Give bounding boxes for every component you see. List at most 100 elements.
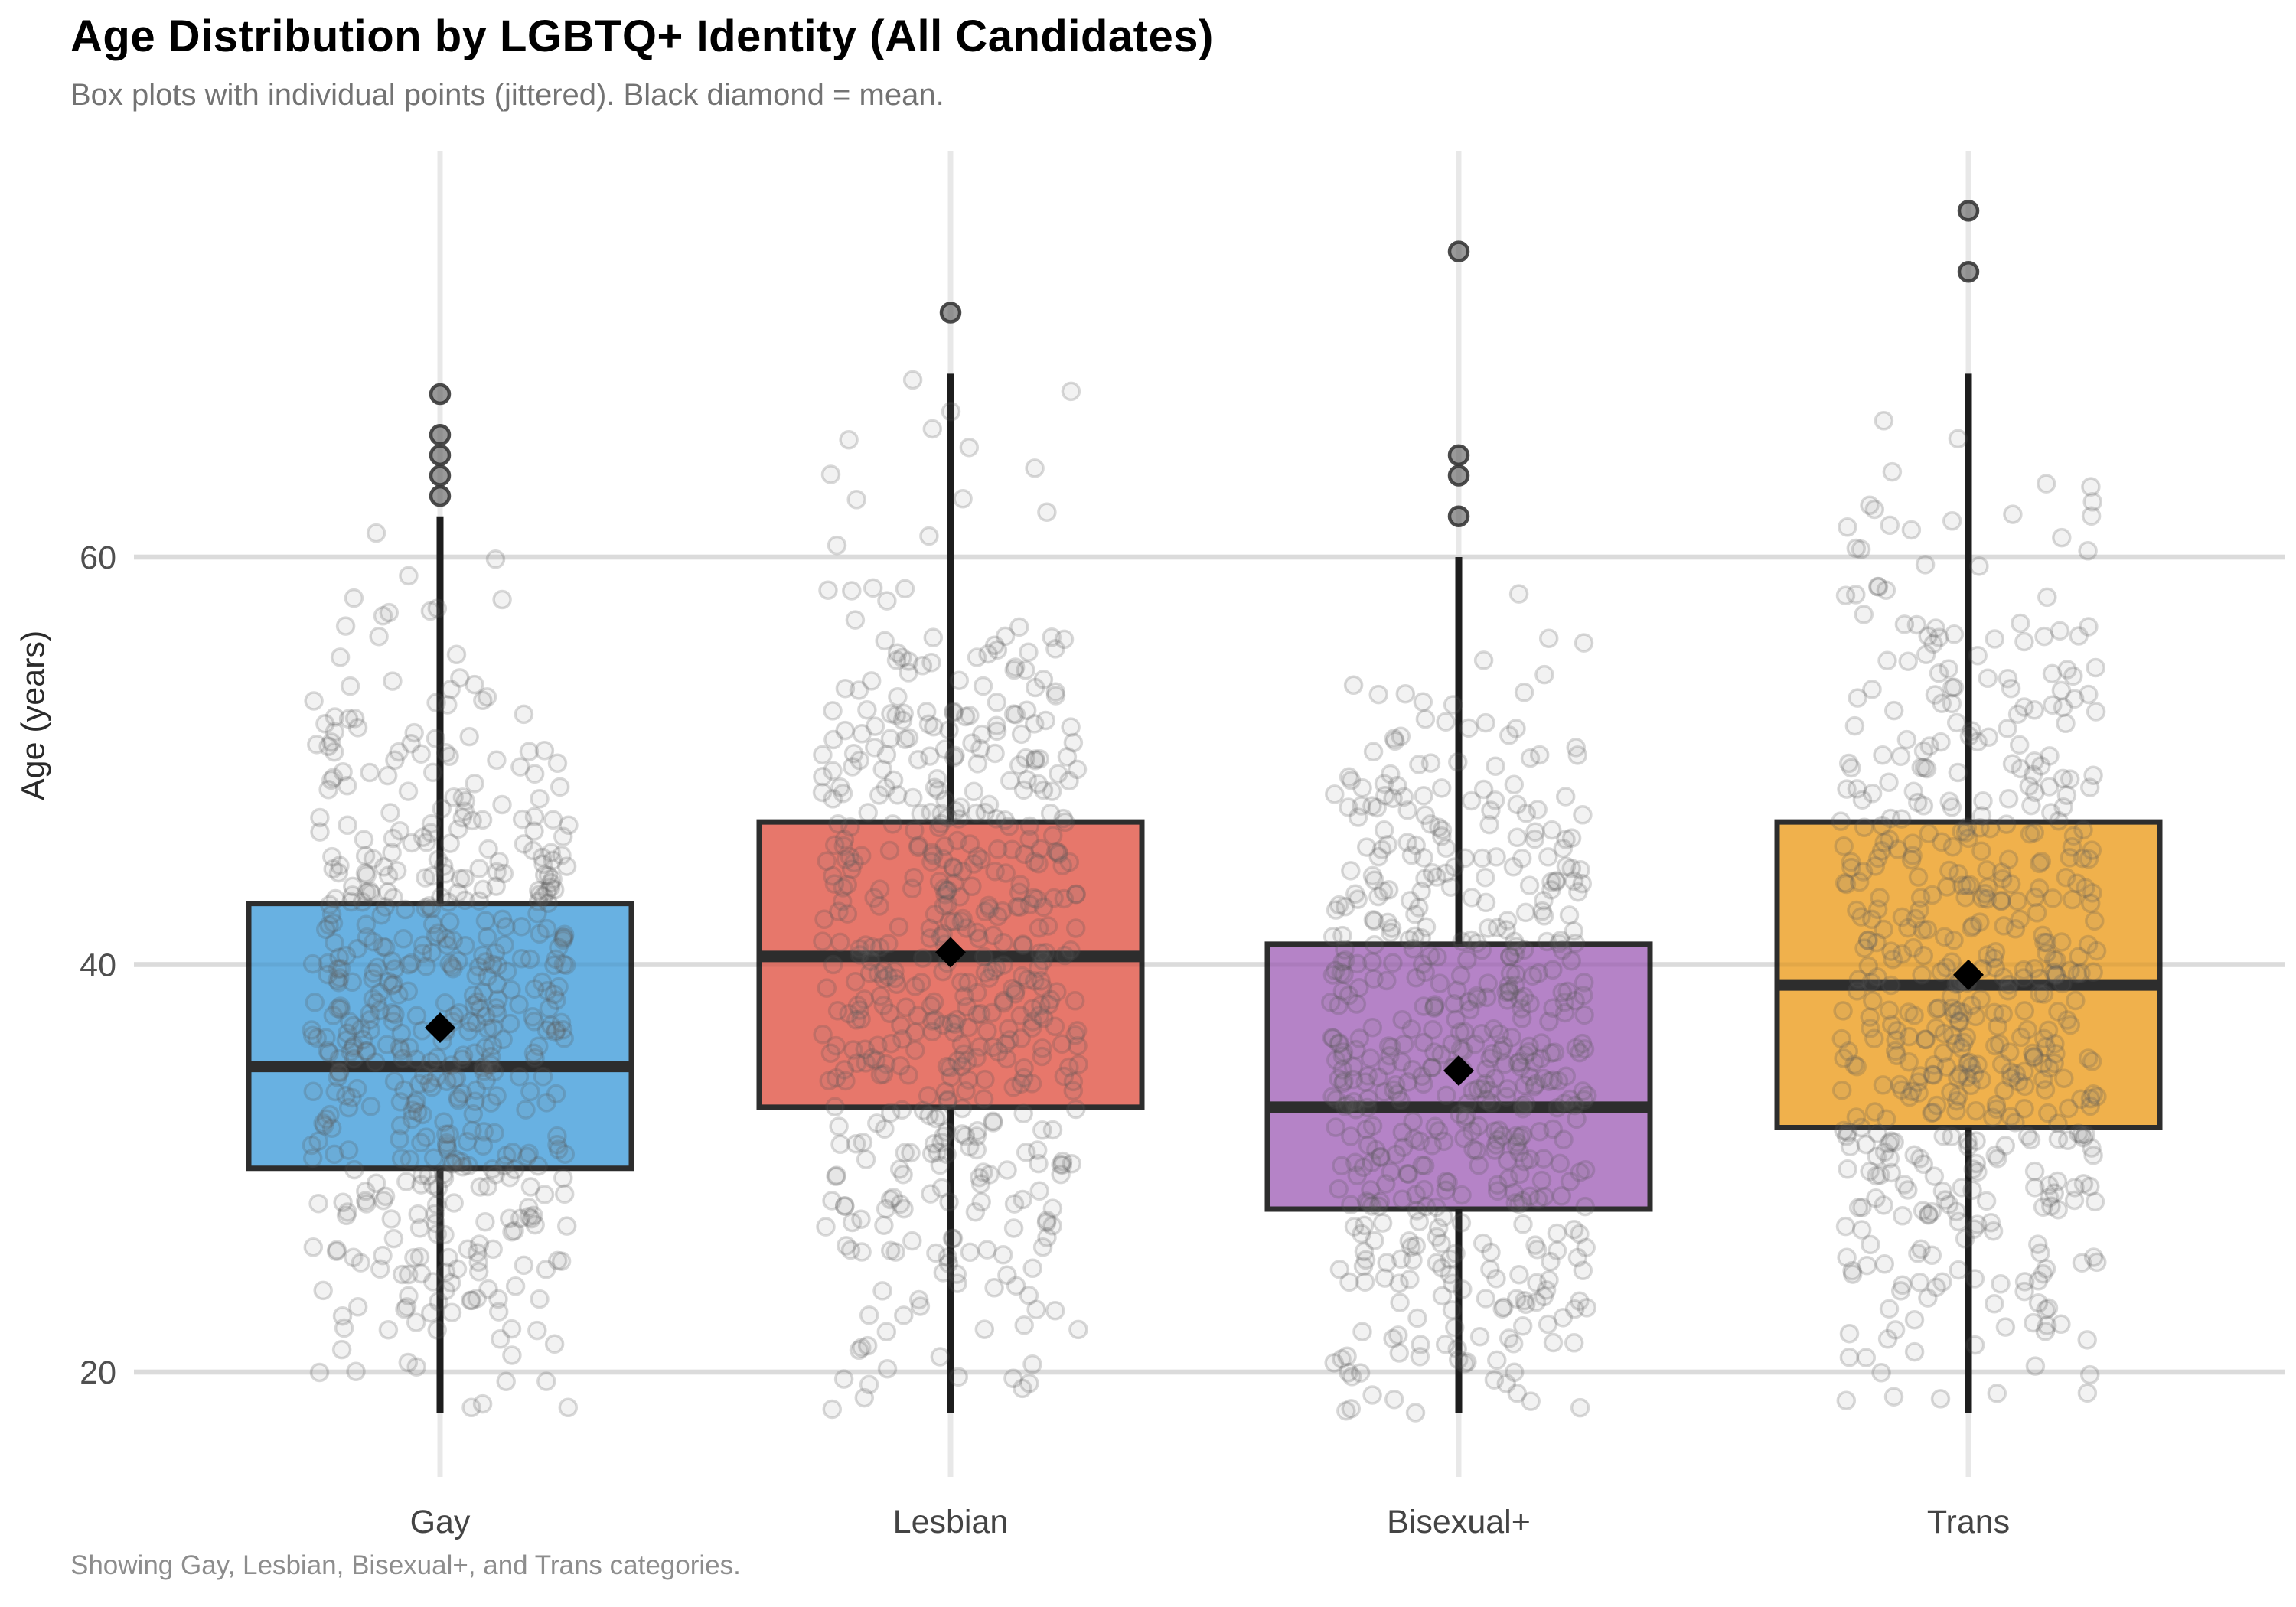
jitter-point: [416, 898, 435, 918]
jitter-point: [553, 826, 573, 847]
y-tick-label: 60: [80, 539, 116, 576]
jitter-point: [1451, 1213, 1472, 1233]
jitter-point: [1061, 940, 1081, 960]
jitter-point: [1022, 1074, 1042, 1094]
jitter-point: [331, 959, 351, 979]
jitter-point: [1374, 1082, 1394, 1102]
jitter-point: [1543, 1119, 1563, 1139]
jitter-point: [1345, 884, 1365, 904]
jitter-point: [2087, 1252, 2107, 1273]
jitter-point: [537, 882, 557, 902]
jitter-point: [1425, 1116, 1445, 1136]
jitter-point: [1326, 960, 1345, 981]
jitter-point: [2039, 1188, 2060, 1208]
jitter-point: [347, 718, 368, 738]
jitter-point: [823, 954, 843, 975]
jitter-point: [1029, 958, 1049, 979]
jitter-point: [2036, 1259, 2056, 1279]
jitter-point: [1919, 1204, 1939, 1224]
jitter-point: [520, 949, 540, 970]
jitter-point: [1062, 1153, 1082, 1174]
jitter-point: [1511, 1057, 1531, 1077]
jitter-point: [554, 1184, 575, 1204]
jitter-point: [1429, 817, 1449, 837]
jitter-point: [1525, 822, 1545, 842]
jitter-point: [530, 788, 550, 809]
jitter-point: [475, 911, 496, 931]
jitter-point: [993, 955, 1014, 975]
jitter-point: [1487, 1181, 1508, 1201]
jitter-point: [2051, 680, 2072, 701]
jitter-point: [1969, 556, 1989, 576]
jitter-point: [416, 1127, 436, 1147]
jitter-point: [1480, 1259, 1500, 1279]
jitter-point: [466, 966, 486, 986]
jitter-point: [1512, 1316, 1533, 1336]
jitter-point: [1524, 1077, 1544, 1097]
jitter-point: [960, 706, 980, 725]
jitter-point: [343, 1015, 364, 1036]
jitter-point: [382, 975, 402, 996]
jitter-point: [964, 781, 984, 802]
jitter-point: [375, 1186, 396, 1207]
jitter-point: [948, 1367, 969, 1387]
jitter-point: [2043, 963, 2063, 983]
jitter-point: [1836, 1390, 1857, 1410]
jitter-point: [2059, 1098, 2079, 1119]
jitter-point: [854, 989, 875, 1009]
jitter-point: [1896, 729, 1917, 750]
jitter-point: [1504, 1362, 1525, 1383]
jitter-point: [473, 1136, 494, 1156]
jitter-point: [1444, 993, 1464, 1014]
jitter-point: [1531, 1048, 1551, 1069]
jitter-point: [946, 801, 966, 821]
jitter-point: [347, 1078, 367, 1099]
jitter-point: [2083, 1145, 2103, 1165]
jitter-point: [827, 1001, 848, 1021]
jitter-point: [986, 809, 1006, 829]
jitter-point: [307, 735, 327, 755]
jitter-point: [416, 832, 437, 852]
jitter-point: [2014, 1061, 2034, 1081]
jitter-point: [406, 1357, 426, 1377]
jitter-point: [444, 1069, 465, 1090]
jitter-point: [1390, 1292, 1410, 1312]
jitter-point: [502, 1221, 522, 1242]
jitter-point: [993, 932, 1013, 953]
jitter-point: [853, 1133, 873, 1152]
jitter-point: [2020, 823, 2040, 844]
jitter-point: [527, 903, 547, 924]
jitter-point: [1985, 957, 2006, 978]
jitter-point: [861, 671, 882, 691]
jitter-point: [413, 1104, 432, 1125]
jitter-point: [1926, 1277, 1946, 1298]
jitter-point: [444, 1193, 464, 1213]
jitter-point: [373, 1245, 393, 1266]
jitter-point: [1551, 931, 1571, 950]
jitter-point: [1899, 1002, 1919, 1022]
jitter-point: [1332, 981, 1353, 1001]
jitter-point: [850, 1000, 870, 1020]
jitter-point: [912, 973, 931, 993]
jitter-point: [379, 602, 400, 623]
jitter-point: [934, 878, 954, 898]
jitter-point: [475, 952, 496, 972]
jitter-point: [1831, 1028, 1852, 1049]
jitter-point: [340, 676, 360, 696]
jitter-point: [352, 892, 373, 912]
jitter-point: [395, 899, 416, 920]
jitter-point: [836, 1071, 856, 1091]
jitter-point: [1323, 1028, 1343, 1048]
jitter-point: [434, 1112, 454, 1132]
jitter-point: [490, 1329, 510, 1349]
jitter-point: [856, 935, 876, 955]
jitter-point: [1916, 1029, 1936, 1050]
x-category-label: Lesbian: [893, 1504, 1009, 1540]
jitter-point: [967, 1048, 987, 1068]
jitter-point: [1847, 981, 1867, 1001]
jitter-point: [432, 798, 452, 819]
jitter-point: [452, 1084, 472, 1103]
jitter-point: [892, 1100, 912, 1120]
jitter-point: [1566, 738, 1586, 758]
jitter-point: [303, 1237, 324, 1257]
